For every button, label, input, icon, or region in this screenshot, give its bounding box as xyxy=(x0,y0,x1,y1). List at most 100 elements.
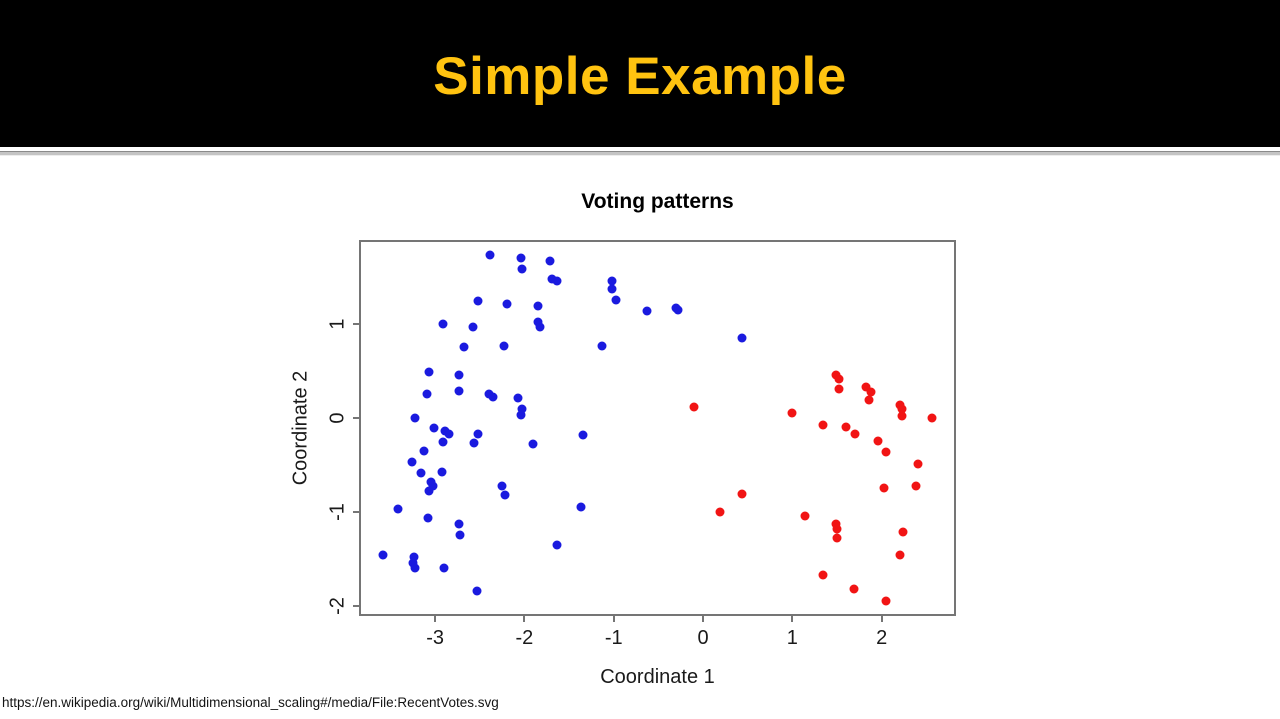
y-axis-tick-label: 0 xyxy=(326,412,349,424)
data-point-blue-cluster xyxy=(469,438,479,448)
y-axis-tick-label: -1 xyxy=(326,502,349,521)
x-axis-tick-label: 1 xyxy=(786,627,798,649)
data-point-blue-cluster xyxy=(424,367,434,377)
y-axis-tick-label: -2 xyxy=(326,596,349,615)
data-point-red-cluster xyxy=(737,489,747,499)
data-point-blue-cluster xyxy=(408,558,418,568)
plot-area: -3 -2 -1 0 1 2 -2 -1 0 1 xyxy=(327,240,956,649)
data-point-blue-cluster xyxy=(439,563,449,573)
data-point-blue-cluster xyxy=(578,430,588,440)
data-point-red-cluster xyxy=(800,511,810,521)
x-axis-label: Coordinate 1 xyxy=(600,666,715,688)
data-point-blue-cluster xyxy=(423,513,433,523)
data-point-red-cluster xyxy=(879,483,889,493)
data-point-blue-cluster xyxy=(597,341,607,351)
data-point-blue-cluster xyxy=(393,504,403,514)
data-point-blue-cluster xyxy=(422,389,432,399)
chart-title: Voting patterns xyxy=(581,190,734,213)
data-point-red-cluster xyxy=(818,570,828,580)
data-point-blue-cluster xyxy=(611,295,621,305)
data-point-blue-cluster xyxy=(454,370,464,380)
slide-title: Simple Example xyxy=(433,47,847,106)
data-point-blue-cluster xyxy=(419,446,429,456)
data-point-red-cluster xyxy=(715,507,725,517)
slide-header: Simple Example xyxy=(0,0,1280,147)
data-point-blue-cluster xyxy=(410,413,420,423)
data-point-blue-cluster xyxy=(673,305,683,315)
data-point-red-cluster xyxy=(841,422,851,432)
data-point-blue-cluster xyxy=(737,333,747,343)
data-point-blue-cluster xyxy=(455,530,465,540)
data-point-blue-cluster xyxy=(424,486,434,496)
y-axis-tick xyxy=(353,604,361,607)
source-url: https://en.wikipedia.org/wiki/Multidimen… xyxy=(2,695,499,710)
x-axis-tick-label: -1 xyxy=(604,627,623,649)
data-point-red-cluster xyxy=(864,395,874,405)
y-axis-tick xyxy=(353,510,361,513)
data-point-blue-cluster xyxy=(473,296,483,306)
x-axis-tick xyxy=(434,614,437,622)
x-axis-tick xyxy=(702,614,705,622)
data-point-red-cluster xyxy=(911,481,921,491)
data-point-red-cluster xyxy=(787,408,797,418)
data-point-blue-cluster xyxy=(438,319,448,329)
data-point-blue-cluster xyxy=(416,468,426,478)
data-point-blue-cluster xyxy=(499,341,509,351)
data-point-blue-cluster xyxy=(552,276,562,286)
data-point-red-cluster xyxy=(881,596,891,606)
data-point-blue-cluster xyxy=(472,586,482,595)
y-axis-tick xyxy=(353,416,361,419)
data-point-blue-cluster xyxy=(459,342,469,352)
header-divider-line xyxy=(0,151,1280,156)
x-axis-tick xyxy=(612,614,615,622)
data-point-red-cluster xyxy=(897,411,907,421)
data-point-blue-cluster xyxy=(409,552,419,562)
data-point-red-cluster xyxy=(832,533,842,543)
data-point-blue-cluster xyxy=(444,429,454,439)
data-point-blue-cluster xyxy=(468,322,478,332)
data-point-blue-cluster xyxy=(607,284,617,294)
x-axis-tick-label: 0 xyxy=(697,627,709,649)
data-point-blue-cluster xyxy=(407,457,417,467)
data-point-blue-cluster xyxy=(410,563,420,573)
data-point-red-cluster xyxy=(834,374,844,384)
data-point-blue-cluster xyxy=(528,439,538,449)
data-point-blue-cluster xyxy=(533,301,543,311)
data-point-blue-cluster xyxy=(513,393,523,403)
data-point-red-cluster xyxy=(927,413,937,423)
data-point-blue-cluster xyxy=(485,250,495,260)
data-point-red-cluster xyxy=(913,459,923,469)
data-point-blue-cluster xyxy=(438,437,448,447)
data-point-red-cluster xyxy=(849,584,859,594)
data-point-red-cluster xyxy=(834,384,844,394)
data-point-blue-cluster xyxy=(437,467,447,477)
data-point-blue-cluster xyxy=(517,264,527,274)
data-point-blue-cluster xyxy=(428,481,438,491)
data-point-blue-cluster xyxy=(642,306,652,316)
data-point-blue-cluster xyxy=(378,550,388,560)
data-point-red-cluster xyxy=(850,429,860,439)
data-point-blue-cluster xyxy=(576,502,586,512)
data-point-blue-cluster xyxy=(607,276,617,286)
data-point-red-cluster xyxy=(898,527,908,537)
data-point-blue-cluster xyxy=(429,423,439,433)
data-point-blue-cluster xyxy=(454,519,464,529)
data-point-blue-cluster xyxy=(473,429,483,439)
data-point-blue-cluster xyxy=(516,253,526,263)
data-point-blue-cluster xyxy=(497,481,507,491)
data-point-blue-cluster xyxy=(454,386,464,396)
data-point-blue-cluster xyxy=(533,317,543,327)
x-axis-tick-label: 2 xyxy=(876,627,888,649)
x-axis-tick-label: -3 xyxy=(426,627,445,649)
data-point-blue-cluster xyxy=(516,410,526,420)
data-point-blue-cluster xyxy=(552,540,562,550)
x-axis-tick xyxy=(880,614,883,622)
data-point-red-cluster xyxy=(897,404,907,414)
data-point-red-cluster xyxy=(689,402,699,412)
data-point-blue-cluster xyxy=(517,404,527,414)
x-axis-tick xyxy=(791,614,794,622)
y-axis-tick-label: 1 xyxy=(326,318,349,330)
data-point-red-cluster xyxy=(831,519,841,529)
x-axis-tick xyxy=(523,614,526,622)
data-point-blue-cluster xyxy=(502,299,512,309)
